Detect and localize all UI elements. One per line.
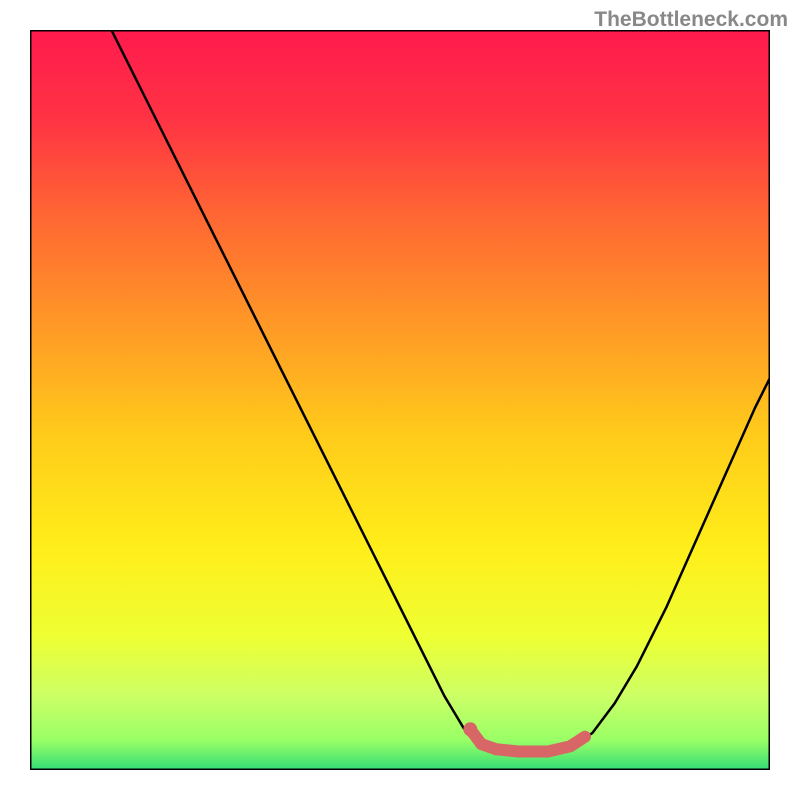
chart-svg (30, 30, 770, 770)
highlight-dot (463, 722, 477, 736)
chart-container: TheBottleneck.com (0, 0, 800, 800)
plot-area (30, 30, 770, 770)
chart-background (30, 30, 770, 770)
watermark-text: TheBottleneck.com (594, 8, 788, 32)
